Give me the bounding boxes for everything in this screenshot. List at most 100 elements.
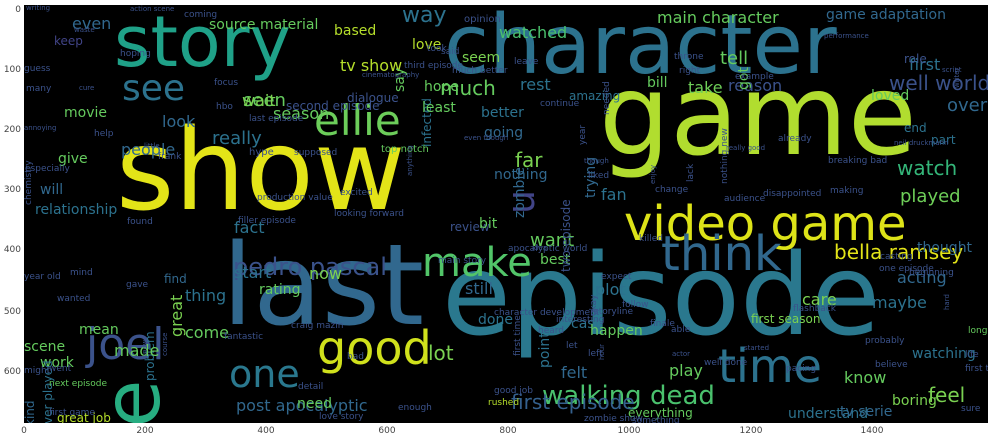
word: help [94,129,114,139]
word: zombie [512,167,528,219]
word: said [441,47,460,57]
word: movie [64,105,107,121]
word: people [121,140,176,159]
word: really good [726,144,766,152]
word: tell [720,48,749,69]
word: acting [897,268,947,287]
word: idea [532,244,547,252]
word: great job [57,411,111,423]
word: give [58,151,88,167]
x-tick-1400: 1400 [860,426,884,436]
word: found [127,217,153,227]
word: knew [141,339,149,359]
word: least [422,100,456,116]
word: last [222,221,425,351]
word: bella ramsey [834,240,964,264]
word: year old [24,272,61,282]
word: show [116,106,406,236]
x-tick-600: 600 [378,426,396,436]
word: main character [657,8,779,27]
word: episode [442,231,880,361]
word: boring [892,393,937,409]
word: first time [513,314,523,356]
word: mind [70,268,93,278]
word: two episode [559,198,573,272]
word: post apocalyptic [236,396,368,415]
word: coming [184,10,218,20]
word: keep [54,34,83,48]
word: care [802,290,837,309]
word: enough [398,403,432,413]
word: walking dead [542,381,715,411]
word: actor [672,350,691,358]
word: lot [428,341,454,365]
word: start [234,263,272,282]
word: dialogue [347,91,399,105]
word: fantastic [224,332,264,342]
word: best [540,252,571,268]
word: needed [602,80,612,115]
word: review [450,220,490,234]
word: finale [650,319,675,329]
word: relationship [35,202,118,218]
word: cast [571,316,601,332]
word: well done [704,358,748,368]
word: making [830,186,864,196]
word: thought [917,240,973,256]
word: role [904,52,927,66]
word: waste [74,26,95,34]
word: right [679,66,701,76]
word: better [481,105,524,121]
word: interesting [556,315,605,325]
word: everything [628,406,693,420]
word: next episode [49,379,107,389]
word: bill [647,75,668,91]
word: game [599,51,917,181]
word: pacing [786,364,817,374]
word: supposed [294,148,338,158]
word: continue [540,99,580,109]
word: believe [875,360,908,370]
word: beginning [909,268,954,278]
word: third episode [404,61,464,71]
word: joel [86,319,165,370]
word: overall [947,95,988,116]
word: take [688,78,723,97]
word: point [537,331,553,368]
word: end [904,121,927,135]
word: ellie [314,96,401,145]
word: took [427,44,447,54]
word: really [212,128,262,149]
word: hour [598,344,606,361]
word: might [24,366,51,376]
word: make [422,240,532,286]
word: performance [824,32,869,40]
word: though [584,157,609,165]
word: made [114,341,160,360]
word: far [515,148,543,172]
word: apocalyptic world [508,244,588,254]
word: watch [897,156,958,180]
word: one episode [879,264,934,274]
word: rating [259,282,301,298]
word: kind [24,400,37,423]
word: sure [961,404,981,414]
word: main story [438,256,487,266]
y-tick-200: 200 [3,125,21,135]
x-tick-400: 400 [257,426,275,436]
word: find [164,272,187,286]
word: wanted [57,294,91,304]
x-tick-0: 0 [21,426,27,436]
word: many [26,84,52,94]
word: played [900,186,961,207]
word: long [968,326,988,336]
word: focus [214,78,239,88]
word: rushed [488,398,520,408]
word: one [229,352,300,396]
word: cinematography [362,71,420,79]
word: plot [595,280,626,299]
word: detail [298,382,324,392]
word: even [72,14,112,33]
word: second episode [286,99,380,113]
